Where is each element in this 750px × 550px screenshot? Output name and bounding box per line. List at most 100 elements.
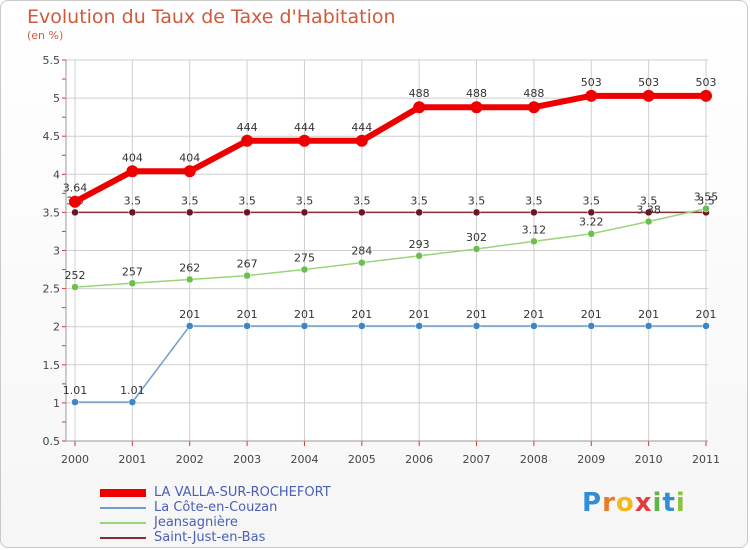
data-point [530, 322, 538, 330]
legend-label: Jeansagnière [154, 515, 238, 530]
logo-letter: i [652, 488, 663, 518]
data-point [185, 322, 194, 330]
y-tick-label: 2 [53, 321, 60, 334]
x-tick-label: 2008 [520, 453, 548, 466]
logo-letter: o [615, 488, 635, 518]
data-label: 201 [581, 308, 602, 321]
data-point [243, 322, 251, 330]
data-label: 3.22 [579, 216, 604, 229]
data-label: 404 [179, 151, 200, 164]
proxiti-logo: Proxiti [582, 488, 686, 518]
legend-swatch [100, 506, 146, 509]
data-point [243, 208, 251, 217]
x-tick-label: 2000 [61, 453, 89, 466]
legend-entry: Jeansagnière [100, 515, 238, 530]
x-tick-label: 2004 [290, 453, 318, 466]
data-label: 257 [122, 265, 143, 278]
legend-label: Saint-Just-en-Bas [154, 530, 266, 545]
data-point [530, 208, 538, 217]
data-label: 503 [638, 76, 659, 89]
data-point [358, 322, 366, 330]
legend-label: La Côte-en-Couzan [154, 500, 278, 515]
legend-swatch [100, 521, 146, 524]
data-point [472, 208, 481, 217]
data-label: 3.5 [583, 194, 601, 207]
legend-entry: LA VALLA-SUR-ROCHEFORT [100, 485, 331, 500]
data-label: 3.5 [468, 194, 486, 207]
x-tick-label: 2002 [176, 453, 204, 466]
series-line [75, 325, 706, 403]
data-label: 444 [351, 121, 372, 134]
data-point [128, 279, 137, 288]
data-label: 444 [237, 121, 258, 134]
logo-letter: x [634, 488, 653, 518]
data-point [702, 204, 710, 213]
logo-letter: P [582, 488, 603, 518]
data-point [415, 322, 423, 330]
chart-title: Evolution du Taux de Taxe d'Habitation [27, 6, 396, 28]
data-label: 3.38 [636, 204, 661, 217]
data-point [185, 275, 194, 284]
x-tick-label: 2009 [577, 453, 605, 466]
data-point [355, 134, 368, 147]
data-point [702, 322, 710, 330]
data-point [71, 398, 79, 406]
data-point [470, 101, 483, 114]
logo-letter: r [602, 488, 616, 518]
data-point [298, 134, 311, 147]
data-label: 3.5 [697, 194, 715, 207]
data-point [587, 208, 596, 217]
data-point [530, 237, 538, 246]
data-label: 262 [179, 261, 200, 274]
data-point [642, 89, 655, 102]
data-label: 275 [294, 252, 315, 265]
y-tick-label: 4 [53, 168, 60, 181]
data-point [700, 89, 712, 102]
y-tick-label: 5 [53, 92, 60, 105]
data-point [300, 265, 309, 274]
data-label: 503 [696, 76, 717, 89]
y-tick-label: 1.5 [43, 359, 61, 372]
data-label: 488 [409, 87, 430, 100]
data-point [413, 101, 426, 114]
data-label: 3.12 [522, 223, 547, 236]
data-point [126, 165, 139, 178]
series-line [73, 92, 706, 205]
x-tick-label: 2006 [405, 453, 433, 466]
data-label: 201 [409, 308, 430, 321]
data-point [472, 245, 481, 253]
data-label: 201 [351, 308, 372, 321]
y-tick-label: 4.5 [43, 130, 61, 143]
data-point [587, 322, 596, 330]
y-tick-label: 0.5 [43, 435, 61, 448]
data-point [472, 322, 481, 330]
data-label: 201 [179, 308, 200, 321]
legend-entry: La Côte-en-Couzan [100, 500, 277, 515]
x-tick-label: 2003 [233, 453, 261, 466]
data-point [300, 208, 309, 217]
data-label: 201 [237, 308, 258, 321]
data-label: 302 [466, 231, 487, 244]
data-point [128, 398, 137, 406]
legend-entry: Saint-Just-en-Bas [100, 530, 265, 545]
data-label: 3.5 [296, 194, 314, 207]
data-point [644, 208, 653, 217]
legend-label: LA VALLA-SUR-ROCHEFORT [154, 485, 331, 500]
data-label: 444 [294, 121, 315, 134]
x-tick-label: 2001 [118, 453, 146, 466]
data-point [71, 283, 79, 291]
x-tick-label: 2010 [635, 453, 663, 466]
series-line [74, 207, 707, 288]
data-point [71, 208, 79, 217]
data-label: 3.5 [640, 194, 658, 207]
data-point [415, 208, 423, 217]
x-tick-label: 2007 [463, 453, 491, 466]
data-label: 488 [523, 87, 544, 100]
data-label: 267 [237, 258, 258, 271]
data-label: 3.5 [353, 194, 371, 207]
data-label: 201 [638, 308, 659, 321]
legend-swatch [100, 488, 146, 497]
data-label: 201 [466, 308, 487, 321]
data-point [300, 322, 309, 330]
